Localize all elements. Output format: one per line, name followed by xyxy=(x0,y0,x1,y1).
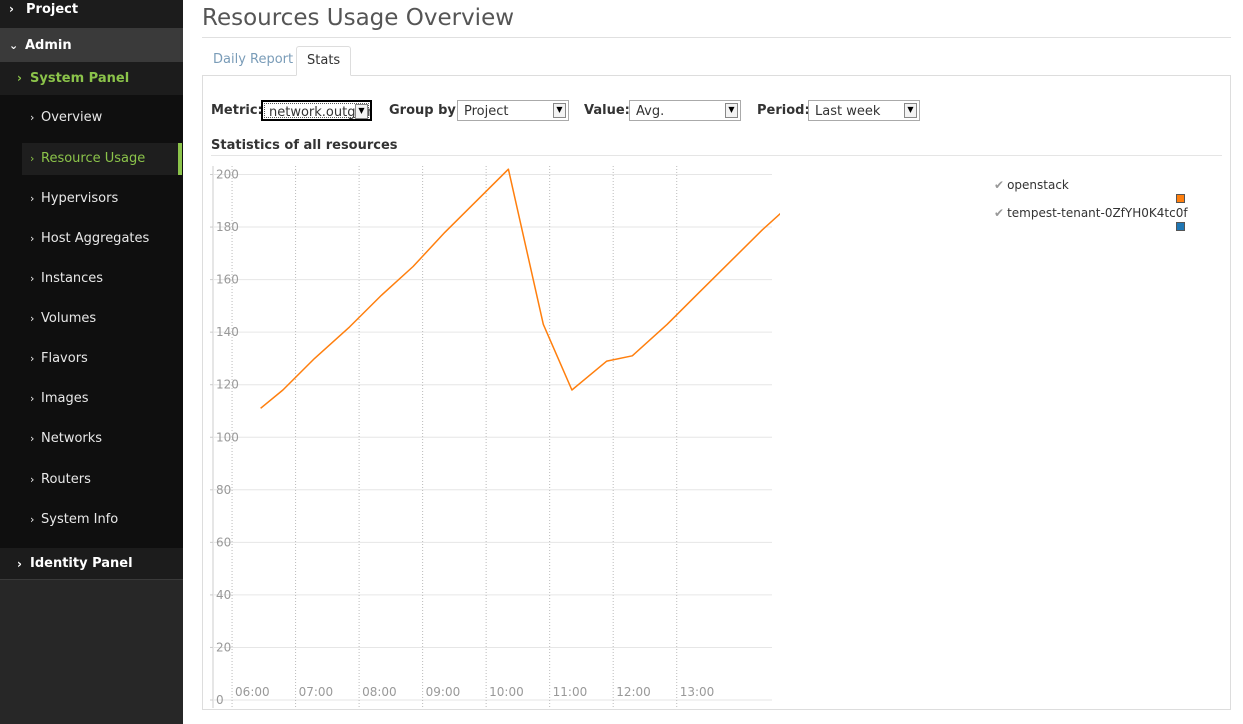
nav-identity-panel-label: Identity Panel xyxy=(30,556,133,571)
sidebar-item-label: Routers xyxy=(41,472,91,487)
sidebar-item-label: Host Aggregates xyxy=(41,231,150,246)
chevron-right-icon: › xyxy=(9,2,14,16)
stats-divider xyxy=(211,155,1222,156)
y-tick-label: 180 xyxy=(216,220,239,234)
stats-panel xyxy=(202,75,1231,710)
nav-project-label: Project xyxy=(26,2,79,17)
period-select[interactable]: Last week ▼ xyxy=(808,100,920,121)
chevron-right-icon: › xyxy=(30,312,35,325)
check-icon: ✔ xyxy=(994,178,1005,192)
legend-swatch-tempest-tenant xyxy=(1176,222,1185,231)
y-tick-label: 160 xyxy=(216,273,239,287)
sidebar-item-networks[interactable]: › Networks xyxy=(22,423,182,455)
page-title: Resources Usage Overview xyxy=(202,5,515,31)
value-select-value: Avg. xyxy=(636,104,665,119)
chevron-right-icon: › xyxy=(30,432,35,445)
y-tick-label: 60 xyxy=(216,535,231,549)
group-by-label: Group by: xyxy=(389,103,462,118)
title-divider xyxy=(202,37,1231,38)
x-tick-label: 07:00 xyxy=(299,685,334,699)
value-label: Value: xyxy=(584,103,630,118)
nav-identity-panel[interactable]: › Identity Panel xyxy=(0,548,183,580)
chevron-down-icon: ⌄ xyxy=(9,39,19,52)
metric-select-value: network.outgoing xyxy=(269,105,370,120)
sidebar-item-label: Volumes xyxy=(41,311,97,326)
nav-system-panel[interactable]: › System Panel xyxy=(0,62,183,95)
sidebar-item-flavors[interactable]: › Flavors xyxy=(22,343,182,375)
sidebar-item-volumes[interactable]: › Volumes xyxy=(22,303,182,335)
x-tick-label: 10:00 xyxy=(489,685,524,699)
chevron-right-icon: › xyxy=(17,71,22,85)
y-tick-label: 100 xyxy=(216,430,239,444)
legend-swatch-openstack xyxy=(1176,194,1185,203)
x-tick-label: 09:00 xyxy=(426,685,461,699)
stats-heading: Statistics of all resources xyxy=(211,138,398,153)
group-by-select-value: Project xyxy=(464,104,509,119)
x-tick-label: 11:00 xyxy=(553,685,588,699)
x-tick-label: 12:00 xyxy=(616,685,651,699)
chevron-right-icon: › xyxy=(30,392,35,405)
system-panel-items: › Overview › Resource Usage › Hypervisors ›… xyxy=(0,95,183,548)
nav-admin[interactable]: ⌄ Admin xyxy=(0,29,183,62)
period-select-value: Last week xyxy=(815,104,881,119)
sidebar-item-label: Hypervisors xyxy=(41,191,119,206)
sidebar-item-label: Networks xyxy=(41,431,103,446)
sidebar-item-instances[interactable]: › Instances xyxy=(22,263,182,295)
sidebar-item-images[interactable]: › Images xyxy=(22,383,182,415)
x-tick-label: 06:00 xyxy=(235,685,270,699)
metric-select[interactable]: network.outgoing ▼ xyxy=(261,100,372,121)
sidebar-item-label: Flavors xyxy=(41,351,88,366)
value-select[interactable]: Avg. ▼ xyxy=(629,100,741,121)
legend-label: tempest-tenant-0ZfYH0K4tc0f xyxy=(1007,206,1188,220)
metric-label: Metric: xyxy=(211,103,263,118)
check-icon: ✔ xyxy=(994,206,1005,220)
dropdown-arrow-icon: ▼ xyxy=(725,103,738,118)
chevron-right-icon: › xyxy=(30,152,35,165)
sidebar-item-resource-usage[interactable]: › Resource Usage xyxy=(22,143,182,175)
sidebar-item-label: Overview xyxy=(41,110,103,125)
chevron-right-icon: › xyxy=(30,473,35,486)
x-tick-label: 13:00 xyxy=(680,685,715,699)
dropdown-arrow-icon: ▼ xyxy=(553,103,566,118)
legend-item-openstack[interactable]: ✔ openstack xyxy=(994,178,1069,192)
chevron-right-icon: › xyxy=(30,232,35,245)
sidebar-item-label: Resource Usage xyxy=(41,151,146,166)
chevron-right-icon: › xyxy=(30,192,35,205)
sidebar-item-routers[interactable]: › Routers xyxy=(22,464,182,496)
y-tick-label: 120 xyxy=(216,378,239,392)
series-line-openstack xyxy=(260,168,780,409)
chevron-right-icon: › xyxy=(17,557,22,571)
y-tick-label: 200 xyxy=(216,168,239,182)
nav-admin-label: Admin xyxy=(25,38,72,53)
x-tick-label: 08:00 xyxy=(362,685,397,699)
sidebar-item-system-info[interactable]: › System Info xyxy=(22,504,182,536)
sidebar-item-label: Instances xyxy=(41,271,104,286)
legend-label: openstack xyxy=(1007,178,1069,192)
chevron-right-icon: › xyxy=(30,352,35,365)
sidebar-item-label: Images xyxy=(41,391,89,406)
y-tick-label: 140 xyxy=(216,325,239,339)
y-tick-label: 20 xyxy=(216,640,231,654)
legend-item-tempest-tenant[interactable]: ✔ tempest-tenant-0ZfYH0K4tc0f xyxy=(994,206,1188,220)
sidebar-item-overview[interactable]: › Overview xyxy=(22,102,182,134)
y-tick-label: 0 xyxy=(216,693,224,707)
sidebar-item-label: System Info xyxy=(41,512,119,527)
tab-daily-report[interactable]: Daily Report xyxy=(213,52,294,67)
dropdown-arrow-icon: ▼ xyxy=(355,104,368,119)
chevron-right-icon: › xyxy=(30,272,35,285)
chevron-right-icon: › xyxy=(30,513,35,526)
tab-stats[interactable]: Stats xyxy=(296,46,352,76)
y-tick-label: 80 xyxy=(216,483,231,497)
sidebar: › Project ⌄ Admin › System Panel › Overvi… xyxy=(0,0,183,724)
y-tick-label: 40 xyxy=(216,588,231,602)
nav-project[interactable]: › Project xyxy=(0,0,183,29)
chevron-right-icon: › xyxy=(30,111,35,124)
sidebar-item-hypervisors[interactable]: › Hypervisors xyxy=(22,183,182,215)
period-label: Period: xyxy=(757,103,810,118)
dropdown-arrow-icon: ▼ xyxy=(904,103,917,118)
group-by-select[interactable]: Project ▼ xyxy=(457,100,569,121)
usage-line-chart: 0 20 40 60 80 100 120 140 160 180 200 06:00 07:00 08:… xyxy=(210,166,780,708)
sidebar-item-host-aggregates[interactable]: › Host Aggregates xyxy=(22,223,182,255)
nav-system-panel-label: System Panel xyxy=(30,71,130,86)
